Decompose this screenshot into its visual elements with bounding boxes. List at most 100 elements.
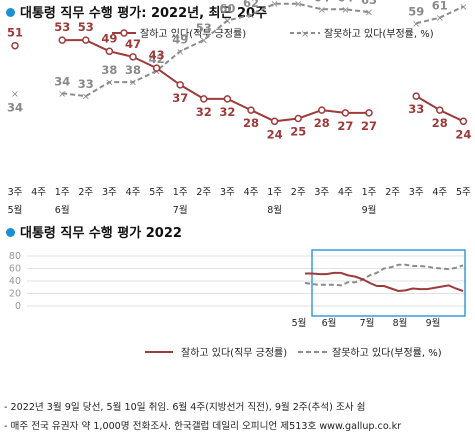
approve-point-marker [365, 109, 373, 117]
recent-period-highlight-box [311, 249, 466, 317]
disapprove-point-marker: × [294, 0, 302, 10]
footnote-1: - 2022년 3월 9일 당선, 5월 10일 취임. 6월 4주(지방선거 … [4, 402, 366, 413]
week-tick-label: 2주 [78, 187, 93, 198]
bullet-dot-icon [6, 228, 15, 237]
approve-point-marker [129, 53, 137, 61]
disapprove-point-marker: × [200, 36, 208, 47]
approve-point-marker [223, 95, 232, 103]
week-tick-label: 3주 [102, 187, 117, 198]
top-chart-title-text: 대통령 직무 수행 평가: 2022년, 최근 20주 [20, 6, 268, 21]
disapprove-value-label: 38 [101, 63, 117, 77]
disapprove-point-marker: × [436, 13, 444, 24]
disapprove-point-marker: × [318, 5, 326, 16]
month-tick-label: 6월 [55, 204, 70, 215]
disapprove-value-label: 53 [196, 21, 212, 35]
approve-value-label: 53 [54, 20, 70, 34]
week-tick-label: 2주 [291, 187, 306, 198]
legend-approve-marker [120, 29, 128, 37]
y-tick-label: 40 [9, 276, 21, 287]
disapprove-value-label: 61 [432, 0, 448, 13]
month-tick-label: 8월 [267, 204, 282, 215]
legend-approve-label: 잘하고 있다(직무 긍정률) [140, 27, 246, 40]
disapprove-point-marker: × [412, 19, 420, 30]
week-tick-label: 2주 [196, 187, 211, 198]
month-tick-label: 7월 [173, 204, 188, 215]
approve-value-label: 25 [290, 125, 306, 139]
disapprove-point-marker: × [365, 8, 373, 19]
approve-point-marker [412, 92, 420, 100]
month-tick-label: 5월 [8, 204, 23, 215]
approve-point-marker [105, 47, 114, 56]
y-tick-label: 20 [9, 289, 21, 300]
legend-approve-label: 잘하고 있다(직무 긍정률) [181, 346, 287, 359]
disapprove-value-label: 34 [54, 74, 70, 88]
top-line-chart: 잘하고 있다(직무 긍정률) × 잘못하고 있다(부정률, %)×34×34×33 ×… [7, 0, 471, 215]
week-tick-label: 1주 [55, 187, 70, 198]
month-tick-label: 9월 [362, 204, 377, 215]
approve-series-line [305, 271, 464, 293]
disapprove-value-label: 33 [78, 77, 94, 91]
approve-value-label: 32 [219, 105, 235, 119]
week-tick-label: 4주 [244, 187, 259, 198]
y-tick-label: 0 [15, 301, 21, 312]
approve-value-label: 28 [314, 116, 330, 130]
approve-value-label: 49 [101, 31, 117, 45]
week-tick-label: 5주 [456, 187, 471, 198]
approve-value-label: 51 [7, 26, 23, 40]
disapprove-point-marker: × [247, 10, 255, 21]
y-tick-label: 80 [9, 251, 21, 262]
legend-disapprove-label: 잘못하고 있다(부정률, %) [332, 346, 442, 359]
approve-value-label: 24 [455, 127, 471, 141]
legend-disapprove-marker: × [301, 29, 309, 40]
disapprove-point-marker: × [176, 47, 184, 58]
week-tick-label: 3주 [409, 187, 424, 198]
approve-point-marker [176, 81, 184, 89]
week-tick-label: 5주 [149, 187, 164, 198]
disapprove-value-label: 34 [7, 100, 23, 114]
week-tick-label: 3주 [314, 187, 329, 198]
top-chart-title: 대통령 직무 수행 평가: 2022년, 최근 20주 [6, 2, 267, 21]
bottom-chart-title-text: 대통령 직무 수행 평가 2022 [20, 226, 182, 241]
approve-point-marker [247, 106, 255, 114]
week-tick-label: 3주 [8, 187, 23, 198]
disapprove-point-marker: × [82, 92, 90, 103]
disapprove-value-label: 59 [408, 4, 424, 18]
disapprove-value-label: 49 [172, 32, 188, 46]
disapprove-series-line [62, 2, 370, 98]
week-tick-label: 1주 [362, 187, 377, 198]
week-tick-label: 2주 [385, 187, 400, 198]
month-tick-label: 9월 [426, 317, 441, 329]
approve-value-label: 33 [408, 102, 424, 116]
approve-point-marker [294, 114, 302, 123]
approve-point-marker [82, 36, 90, 44]
bullet-dot-icon [6, 8, 15, 17]
disapprove-value-label: 60 [219, 2, 235, 16]
month-tick-label: 5월 [292, 317, 307, 329]
approve-point-marker [459, 117, 468, 126]
footnote-2: - 매주 전국 유권자 약 1,000명 전화조사. 한국갤럽 데일리 오피니언… [4, 421, 402, 432]
disapprove-series-line [304, 263, 464, 287]
bottom-chart-title: 대통령 직무 수행 평가 2022 [6, 222, 182, 241]
disapprove-value-label: 65 [455, 0, 471, 2]
approve-value-label: 28 [243, 116, 259, 130]
disapprove-series-line [415, 5, 464, 25]
month-tick-label: 8월 [393, 317, 408, 329]
disapprove-point-marker: × [223, 16, 231, 27]
approve-point-marker [341, 109, 350, 117]
disapprove-value-label: 63 [361, 0, 377, 7]
approve-point-marker [11, 41, 19, 50]
y-tick-label: 60 [9, 264, 21, 275]
week-tick-label: 4주 [338, 187, 353, 198]
approve-value-label: 28 [432, 116, 448, 130]
approve-value-label: 47 [125, 37, 141, 51]
week-tick-label: 3주 [220, 187, 235, 198]
approve-value-label: 27 [361, 119, 377, 133]
approve-value-label: 27 [337, 119, 353, 133]
week-tick-label: 1주 [173, 187, 188, 198]
legend-disapprove-label: 잘못하고 있다(부정률, %) [324, 27, 434, 40]
disapprove-point-marker: × [58, 89, 66, 100]
week-tick-label: 4주 [31, 187, 46, 198]
disapprove-point-marker: × [129, 78, 137, 89]
week-tick-label: 1주 [267, 187, 282, 198]
disapprove-point-marker: × [105, 78, 113, 89]
